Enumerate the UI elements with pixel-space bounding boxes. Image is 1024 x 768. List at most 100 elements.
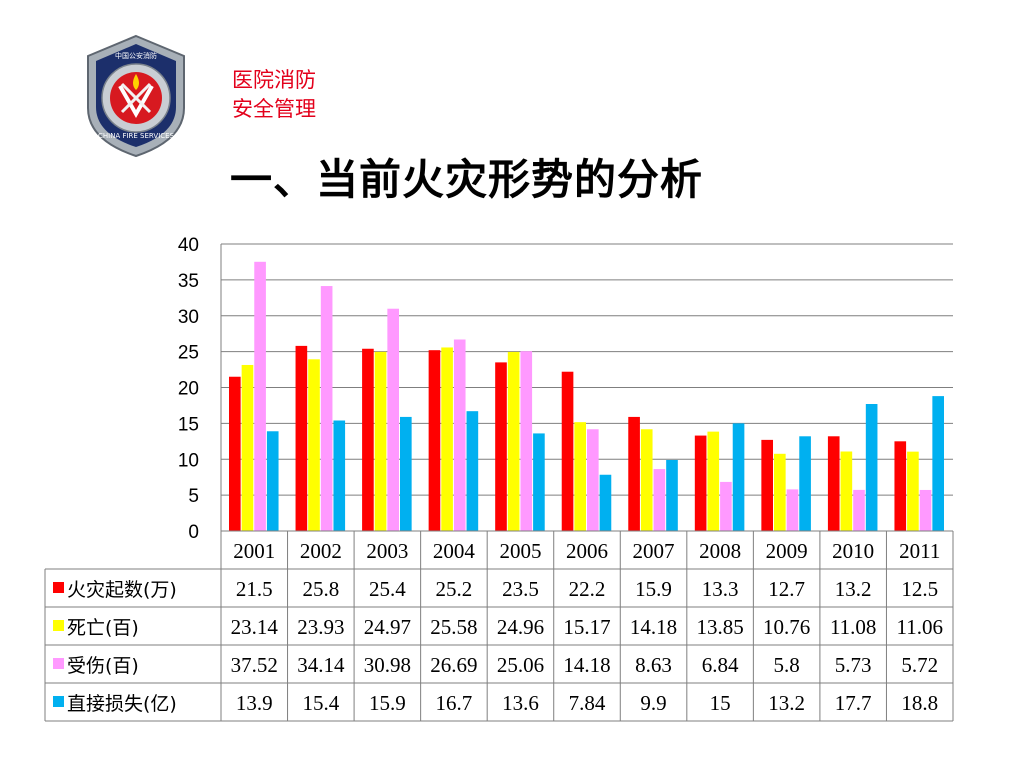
data-label-2005-series-1: 23.5 [502, 577, 539, 601]
x-tick-label-2005: 2005 [499, 539, 541, 563]
bar-2010-series-1 [827, 436, 840, 531]
bar-2004-series-2 [441, 347, 453, 531]
legend-label-series-4: 直接损失(亿) [67, 693, 177, 715]
y-tick-label-35: 35 [178, 271, 199, 292]
data-label-2001-series-4: 13.9 [236, 691, 273, 715]
bar-2009-series-3 [786, 489, 799, 531]
bar-2001-series-3 [254, 261, 266, 531]
y-tick-label-30: 30 [178, 307, 199, 328]
bar-2003-series-4 [400, 416, 412, 531]
bar-2008-series-1 [694, 435, 707, 531]
x-tick-label-2001: 2001 [233, 539, 275, 563]
legend-swatch-series-4 [53, 696, 64, 707]
y-tick-label-5: 5 [188, 486, 199, 507]
legend-label-series-2: 死亡(百) [67, 617, 139, 639]
bar-2008-series-4 [732, 423, 745, 531]
bar-2008-series-2 [707, 431, 720, 531]
bar-2008-series-3 [720, 481, 732, 531]
y-tick-label-40: 40 [178, 235, 199, 256]
legend-swatch-series-3 [53, 658, 64, 669]
bar-2007-series-3 [653, 469, 666, 531]
data-label-2010-series-2: 11.08 [830, 615, 876, 639]
x-tick-label-2010: 2010 [832, 539, 874, 563]
legend-swatch-series-2 [53, 620, 64, 631]
data-label-2002-series-1: 25.8 [302, 577, 339, 601]
data-label-2007-series-1: 15.9 [635, 577, 672, 601]
x-tick-label-2002: 2002 [300, 539, 342, 563]
x-tick-label-2006: 2006 [566, 539, 608, 563]
data-label-2010-series-1: 13.2 [835, 577, 872, 601]
bar-2011-series-2 [907, 451, 919, 531]
data-label-2008-series-3: 6.84 [702, 653, 739, 677]
data-label-2011-series-4: 18.8 [901, 691, 938, 715]
subtitle-line-2: 安全管理 [232, 97, 316, 121]
x-tick-label-2009: 2009 [766, 539, 808, 563]
data-label-2005-series-3: 25.06 [497, 653, 544, 677]
bar-2010-series-3 [853, 489, 865, 531]
badge-top-text: 中国公安消防 [115, 51, 157, 60]
bar-2005-series-4 [533, 433, 545, 531]
bar-2003-series-1 [362, 348, 374, 531]
bar-2006-series-1 [561, 371, 574, 531]
data-label-2005-series-4: 13.6 [502, 691, 539, 715]
bar-2001-series-2 [241, 364, 254, 531]
bar-2006-series-3 [587, 429, 599, 531]
data-label-2011-series-1: 12.5 [901, 577, 938, 601]
bar-2005-series-2 [507, 351, 520, 531]
data-label-2009-series-1: 12.7 [768, 577, 805, 601]
bar-2002-series-4 [333, 420, 346, 531]
bar-2005-series-3 [520, 351, 533, 531]
data-label-2007-series-3: 8.63 [635, 653, 672, 677]
data-label-2009-series-3: 5.8 [774, 653, 800, 677]
legend-label-series-1: 火灾起数(万) [67, 579, 177, 601]
data-label-2007-series-2: 14.18 [630, 615, 677, 639]
data-label-2004-series-1: 25.2 [436, 577, 473, 601]
bar-2003-series-2 [374, 351, 387, 531]
data-label-2002-series-3: 34.14 [297, 653, 345, 677]
bar-2006-series-2 [574, 422, 586, 531]
x-tick-label-2011: 2011 [899, 539, 940, 563]
bar-2007-series-4 [666, 459, 678, 531]
data-label-2004-series-3: 26.69 [430, 653, 477, 677]
y-tick-label-0: 0 [188, 522, 199, 543]
bar-2006-series-4 [599, 474, 612, 531]
y-tick-label-20: 20 [178, 379, 199, 400]
data-label-2011-series-3: 5.72 [901, 653, 938, 677]
page-title: 一、当前火灾形势的分析 [230, 155, 704, 204]
bar-2004-series-1 [428, 350, 441, 531]
bar-2002-series-2 [308, 359, 320, 531]
subtitle: 医院消防 安全管理 [232, 66, 316, 124]
data-label-2007-series-4: 9.9 [640, 691, 666, 715]
y-tick-label-25: 25 [178, 343, 199, 364]
data-label-2004-series-4: 16.7 [436, 691, 473, 715]
data-label-2008-series-1: 13.3 [702, 577, 739, 601]
y-tick-label-15: 15 [178, 414, 199, 435]
y-tick-label-10: 10 [178, 450, 199, 471]
data-label-2004-series-2: 25.58 [430, 615, 477, 639]
x-tick-label-2004: 2004 [433, 539, 476, 563]
data-label-2003-series-1: 25.4 [369, 577, 406, 601]
bar-2011-series-4 [932, 396, 944, 531]
legend-label-series-3: 受伤(百) [67, 655, 139, 677]
bar-2011-series-1 [894, 441, 907, 531]
china-fire-services-badge-icon: 中国公安消防 CHINA FIRE SERVICES [80, 34, 192, 158]
x-tick-label-2008: 2008 [699, 539, 741, 563]
bar-2002-series-3 [320, 286, 333, 531]
data-label-2006-series-2: 15.17 [563, 615, 610, 639]
bar-2007-series-1 [628, 416, 640, 531]
bar-2001-series-1 [229, 376, 241, 531]
data-label-2003-series-3: 30.98 [364, 653, 411, 677]
bar-2010-series-2 [840, 451, 853, 531]
data-label-2008-series-4: 15 [710, 691, 731, 715]
data-label-2006-series-1: 22.2 [569, 577, 606, 601]
bar-2002-series-1 [295, 345, 308, 531]
bar-2009-series-1 [761, 439, 773, 531]
x-tick-label-2007: 2007 [633, 539, 675, 563]
data-label-2001-series-3: 37.52 [231, 653, 278, 677]
bar-2004-series-3 [453, 339, 466, 531]
data-label-2011-series-2: 11.06 [896, 615, 942, 639]
x-tick-label-2003: 2003 [366, 539, 408, 563]
data-label-2003-series-2: 24.97 [364, 615, 411, 639]
data-label-2005-series-2: 24.96 [497, 615, 544, 639]
